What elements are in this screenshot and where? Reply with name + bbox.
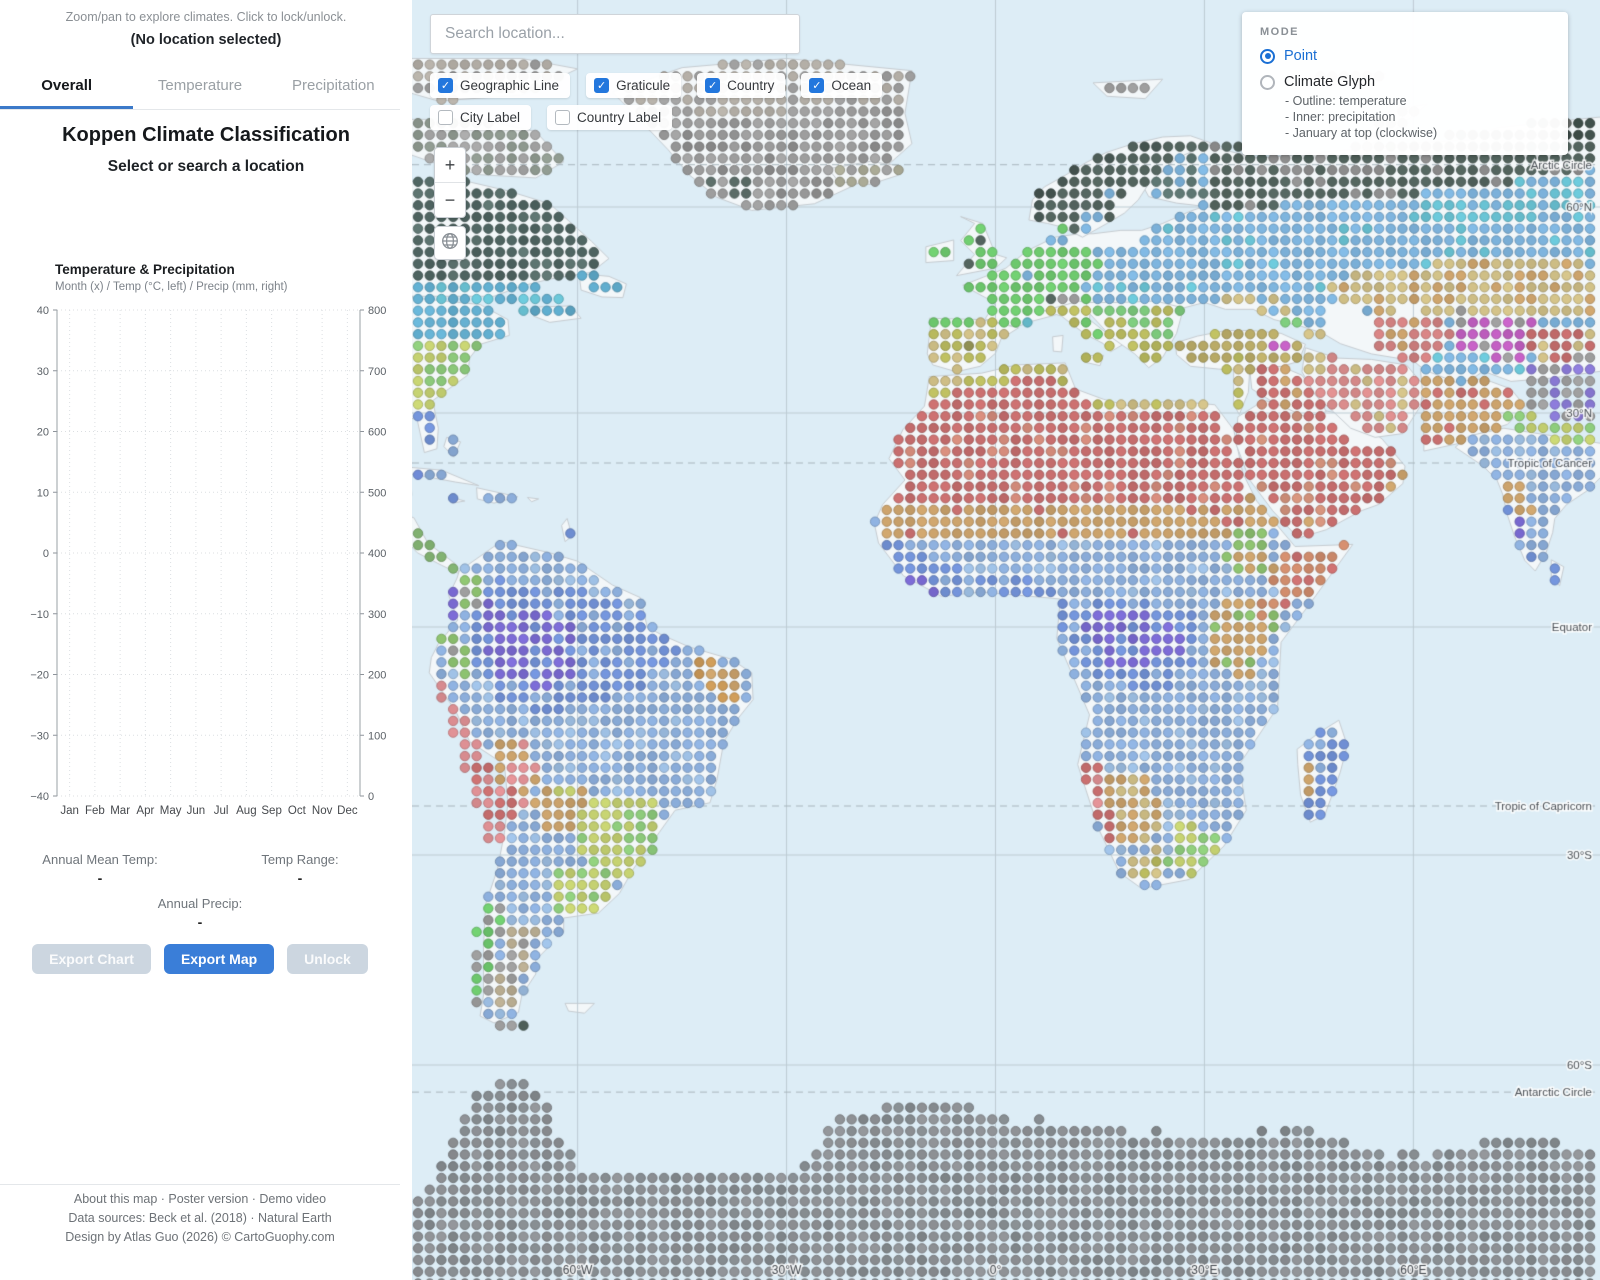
mode-option-label: Point bbox=[1284, 48, 1318, 64]
toggle-geographic-line[interactable]: ✓ Geographic Line bbox=[430, 73, 571, 98]
export-chart-button: Export Chart bbox=[32, 944, 151, 974]
mode-options: Point Climate Glyph - Outline: temperature… bbox=[1260, 48, 1552, 141]
toggle-label: Geographic Line bbox=[460, 78, 560, 93]
reset-view-button[interactable] bbox=[434, 226, 466, 260]
mode-option-climate-glyph[interactable]: Climate Glyph bbox=[1260, 74, 1552, 90]
toggle-city-label[interactable]: City Label bbox=[430, 105, 532, 130]
stats-block: Annual Mean Temp: - Temp Range: - Annual Pre… bbox=[0, 852, 400, 940]
layer-toggle-row-1: ✓ Geographic Line ✓ Graticule ✓ Country ✓ Ocean bbox=[430, 73, 883, 98]
selected-location: (No location selected) bbox=[130, 32, 282, 48]
toggle-country[interactable]: ✓ Country bbox=[697, 73, 786, 98]
stat-label: Temp Range: bbox=[261, 852, 339, 867]
svg-text:Aug: Aug bbox=[236, 805, 256, 817]
stat-label: Annual Mean Temp: bbox=[42, 852, 158, 867]
checked-checkbox-icon: ✓ bbox=[705, 78, 721, 93]
svg-text:May: May bbox=[160, 805, 182, 817]
svg-text:0: 0 bbox=[43, 548, 49, 560]
climate-chart: Temperature & Precipitation Month (x) / T… bbox=[30, 262, 386, 817]
unselected-radio-icon bbox=[1260, 74, 1275, 90]
tab-temperature[interactable]: Temperature bbox=[157, 77, 243, 94]
checked-checkbox-icon: ✓ bbox=[809, 78, 825, 93]
unlock-button: Unlock bbox=[287, 944, 368, 974]
zoom-in-button[interactable]: + bbox=[435, 148, 465, 183]
svg-text:Jan: Jan bbox=[60, 805, 79, 817]
svg-text:800: 800 bbox=[368, 305, 386, 317]
svg-text:10: 10 bbox=[37, 487, 49, 499]
svg-text:200: 200 bbox=[368, 670, 386, 682]
unchecked-checkbox-icon bbox=[555, 110, 571, 125]
tab-overall[interactable]: Overall bbox=[0, 66, 134, 109]
svg-text:100: 100 bbox=[368, 730, 386, 742]
svg-text:40: 40 bbox=[37, 305, 49, 317]
sidebar-footer: About this map · Poster version · Demo v… bbox=[0, 1184, 400, 1249]
svg-text:−20: −20 bbox=[30, 670, 49, 682]
map-region: ✓ Geographic Line ✓ Graticule ✓ Country ✓ Ocean… bbox=[412, 0, 1600, 1280]
globe-icon bbox=[441, 232, 459, 255]
svg-text:30: 30 bbox=[37, 366, 49, 378]
toggle-ocean[interactable]: ✓ Ocean bbox=[801, 73, 883, 98]
checked-checkbox-icon: ✓ bbox=[594, 78, 610, 93]
checked-checkbox-icon: ✓ bbox=[438, 78, 453, 93]
tab-bar: Overall Temperature Precipitation bbox=[0, 66, 400, 110]
svg-text:Month (x) / Temp (°C, left) /: Month (x) / Temp (°C, left) / Precip (mm… bbox=[55, 281, 288, 293]
svg-text:−30: −30 bbox=[30, 730, 49, 742]
stat-annual-precip-: Annual Precip: - bbox=[0, 896, 400, 930]
svg-text:Feb: Feb bbox=[85, 805, 105, 817]
mode-option-point[interactable]: Point bbox=[1260, 48, 1552, 64]
svg-text:−40: −40 bbox=[30, 791, 49, 803]
button-row: Export Chart Export Map Unlock bbox=[0, 944, 400, 974]
svg-text:600: 600 bbox=[368, 427, 386, 439]
svg-text:Nov: Nov bbox=[312, 805, 333, 817]
svg-text:Oct: Oct bbox=[288, 805, 307, 817]
svg-text:Temperature & Precipitation: Temperature & Precipitation bbox=[55, 262, 235, 277]
stat-temp-range-: Temp Range: - bbox=[200, 852, 400, 886]
toggle-label: Country Label bbox=[577, 110, 662, 125]
zoom-controls: + − bbox=[434, 147, 466, 218]
tab-precipitation[interactable]: Precipitation bbox=[292, 77, 375, 94]
toggle-label: City Label bbox=[460, 110, 521, 125]
footer-line-1[interactable]: About this map · Poster version · Demo v… bbox=[73, 1192, 327, 1206]
stat-label: Annual Precip: bbox=[157, 896, 243, 911]
layer-toggle-row-2: City Label Country Label bbox=[430, 105, 673, 130]
export-map-button[interactable]: Export Map bbox=[163, 944, 275, 974]
svg-text:Jul: Jul bbox=[214, 805, 229, 817]
stat-annual-mean-temp-: Annual Mean Temp: - bbox=[0, 852, 200, 886]
svg-text:Mar: Mar bbox=[110, 805, 130, 817]
svg-text:700: 700 bbox=[368, 366, 386, 378]
svg-text:−10: −10 bbox=[30, 609, 49, 621]
mode-panel-title: MODE bbox=[1260, 26, 1299, 38]
mode-option-label: Climate Glyph bbox=[1284, 74, 1376, 90]
svg-text:Sep: Sep bbox=[261, 805, 281, 817]
svg-text:0: 0 bbox=[368, 791, 374, 803]
stat-value: - bbox=[297, 870, 303, 886]
stat-value: - bbox=[97, 870, 103, 886]
svg-text:500: 500 bbox=[368, 487, 386, 499]
sidebar: Zoom/pan to explore climates. Click to l… bbox=[0, 0, 412, 1280]
svg-text:20: 20 bbox=[37, 427, 49, 439]
svg-text:Dec: Dec bbox=[337, 805, 358, 817]
svg-text:300: 300 bbox=[368, 609, 386, 621]
hint-text: Zoom/pan to explore climates. Click to l… bbox=[65, 10, 347, 24]
stat-value: - bbox=[197, 914, 203, 930]
svg-text:400: 400 bbox=[368, 548, 386, 560]
toggle-country-label[interactable]: Country Label bbox=[547, 105, 673, 130]
unchecked-checkbox-icon bbox=[438, 110, 453, 125]
world-climate-map[interactable] bbox=[412, 0, 1600, 1280]
mode-option-notes: - Outline: temperature - Inner: precipita… bbox=[1285, 94, 1438, 140]
selected-radio-icon bbox=[1260, 48, 1275, 64]
svg-text:Apr: Apr bbox=[136, 805, 154, 817]
search-input[interactable] bbox=[430, 14, 800, 54]
toggle-graticule[interactable]: ✓ Graticule bbox=[586, 73, 682, 98]
toggle-label: Graticule bbox=[616, 78, 671, 93]
toggle-label: Ocean bbox=[831, 78, 872, 93]
mode-panel: MODE Point Climate Glyph - Outline: temper… bbox=[1242, 12, 1568, 155]
zoom-out-button[interactable]: − bbox=[444, 189, 456, 210]
footer-line-2: Data sources: Beck et al. (2018) · Natur… bbox=[68, 1211, 332, 1225]
page-title: Koppen Climate Classification bbox=[62, 124, 350, 146]
footer-line-3: Design by Atlas Guo (2026) © CartoGuophy… bbox=[65, 1230, 335, 1244]
toggle-label: Country bbox=[727, 78, 775, 93]
page-subtitle: Select or search a location bbox=[107, 158, 305, 175]
svg-text:Jun: Jun bbox=[187, 805, 206, 817]
